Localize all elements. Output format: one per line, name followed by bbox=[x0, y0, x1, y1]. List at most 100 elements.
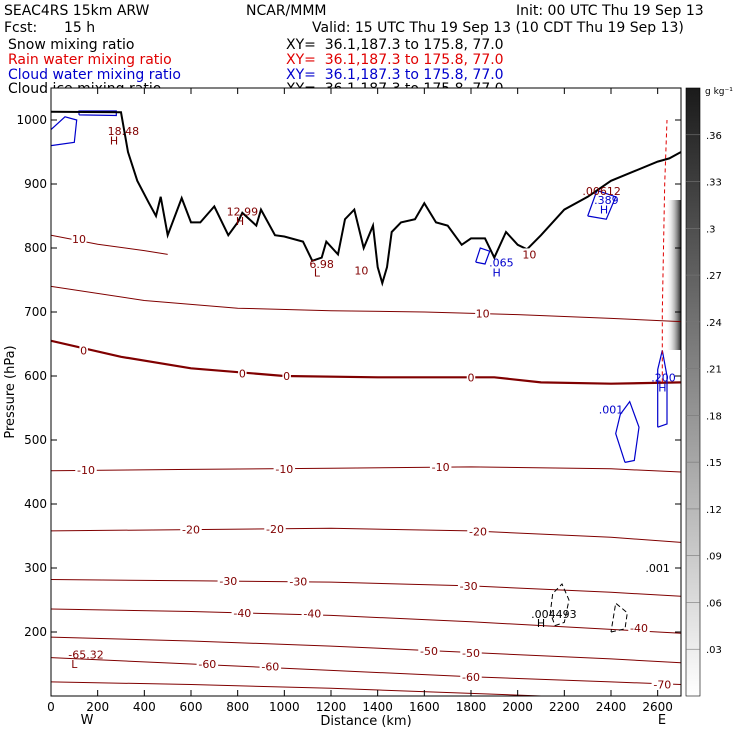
isotherm-label-14: -20 bbox=[469, 526, 487, 539]
x-tick-label-11: 2200 bbox=[549, 700, 580, 714]
x-end-label-east: E bbox=[658, 713, 666, 728]
isotherm-label-11: -30 bbox=[460, 580, 478, 593]
colorbar-tick-label-1: .06 bbox=[706, 598, 722, 609]
extremum-label-17: H bbox=[110, 134, 118, 147]
isotherm-label-2: -60 bbox=[198, 658, 216, 671]
isotherm-label-bg-18 bbox=[79, 344, 88, 357]
colorbar-tick-label-4: .15 bbox=[706, 458, 722, 469]
y-axis-title: Pressure (hPa) bbox=[3, 345, 18, 438]
isotherm-line-3 bbox=[51, 608, 681, 634]
extremum-label-11: .065 bbox=[489, 257, 514, 270]
extremum-label-2: H bbox=[537, 617, 545, 630]
colorbar-tick-label-9: .3 bbox=[706, 224, 716, 235]
isotherm-label-12: -20 bbox=[182, 524, 200, 537]
isotherm-line-8 bbox=[51, 285, 681, 323]
cloud-water-contour-1 bbox=[657, 350, 668, 428]
x-tick-label-2: 400 bbox=[133, 700, 156, 714]
x-axis-title: Distance (km) bbox=[320, 714, 411, 729]
x-tick-label-12: 2400 bbox=[596, 700, 627, 714]
isotherm-label-bg-11 bbox=[457, 579, 480, 592]
isotherm-label-24: 10 bbox=[354, 264, 368, 277]
isotherm-label-bg-3 bbox=[259, 660, 282, 673]
field-xy-snow: XY= 36.1,187.3 to 175.8, 77.0 bbox=[286, 37, 504, 53]
isotherm-line-1 bbox=[51, 657, 681, 685]
y-tick-label-2: 400 bbox=[24, 497, 47, 511]
y-tick-label-5: 700 bbox=[24, 305, 47, 319]
isotherm-label-1: -60 bbox=[462, 671, 480, 684]
cloud-ice-contour-0 bbox=[549, 583, 570, 627]
x-tick-label-1: 200 bbox=[86, 700, 109, 714]
isotherm-label-3: -60 bbox=[261, 661, 279, 674]
field-xy-rain: XY= 36.1,187.3 to 175.8, 77.0 bbox=[286, 52, 504, 68]
x-tick-label-13: 2600 bbox=[642, 700, 673, 714]
extremum-label-15: .389 bbox=[594, 194, 619, 207]
colorbar-tick-label-5: .18 bbox=[706, 411, 722, 422]
extremum-label-4: .001 bbox=[645, 562, 670, 575]
isotherm-label-20: 0 bbox=[283, 370, 290, 383]
isotherm-label-bg-17 bbox=[429, 460, 452, 473]
isotherm-label-bg-10 bbox=[287, 575, 310, 588]
isotherm-label-bg-25 bbox=[521, 248, 537, 261]
isotherm-label-bg-6 bbox=[628, 622, 650, 635]
x-end-label-west: W bbox=[81, 713, 94, 728]
colorbar-tick-label-2: .09 bbox=[706, 552, 722, 563]
isotherm-label-bg-1 bbox=[460, 670, 482, 683]
isotherm-label-18: 0 bbox=[80, 344, 87, 357]
extremum-label-8: L bbox=[314, 266, 321, 279]
cloud-water-contour-2 bbox=[475, 247, 491, 265]
isotherm-label-bg-19 bbox=[238, 367, 247, 380]
rain-contour bbox=[661, 119, 668, 383]
isotherm-label-7: -40 bbox=[233, 607, 251, 620]
field-xy-cloud-water: XY= 36.1,187.3 to 175.8, 77.0 bbox=[286, 67, 504, 83]
cloud-water-contour-3 bbox=[587, 189, 617, 220]
fcst-value: 15 h bbox=[64, 20, 96, 36]
isotherm-label-bg-7 bbox=[231, 606, 254, 619]
y-tick-label-6: 800 bbox=[24, 241, 47, 255]
isotherm-label-bg-20 bbox=[282, 370, 291, 382]
cloud-water-contour-0 bbox=[615, 400, 640, 463]
colorbar-tick-label-6: .21 bbox=[706, 365, 722, 376]
extremum-label-16: .00612 bbox=[582, 185, 621, 198]
colorbar bbox=[685, 87, 701, 697]
isotherm-label-5: -50 bbox=[462, 647, 480, 660]
isotherm-line-7 bbox=[51, 339, 681, 385]
extremum-label-18: 18.48 bbox=[108, 125, 140, 138]
isotherm-label-bg-9 bbox=[217, 574, 240, 587]
x-tick-label-0: 0 bbox=[47, 700, 55, 714]
colorbar-tick-label-11: .36 bbox=[706, 131, 722, 142]
isotherm-label-16: -10 bbox=[275, 463, 293, 476]
y-tick-label-0: 200 bbox=[24, 625, 47, 639]
isotherm-label-9: -30 bbox=[219, 575, 237, 588]
isotherm-label-8: -40 bbox=[303, 607, 321, 620]
x-tick-label-6: 1200 bbox=[316, 700, 347, 714]
cloud-water-contour-4 bbox=[51, 116, 78, 147]
isotherm-label-22: 10 bbox=[476, 307, 490, 320]
extremum-label-14: H bbox=[600, 204, 608, 217]
snow-shading bbox=[666, 200, 681, 350]
extremum-label-1: -65.32 bbox=[68, 648, 103, 661]
y-tick-label-7: 900 bbox=[24, 177, 47, 191]
field-name-snow: Snow mixing ratio bbox=[8, 37, 135, 53]
isotherm-label-bg-23 bbox=[71, 233, 87, 246]
cloud-ice-contour-1 bbox=[610, 602, 628, 633]
isotherm-label-bg-2 bbox=[196, 658, 219, 670]
terrain-line bbox=[51, 110, 681, 287]
plot-frame bbox=[50, 87, 682, 697]
field-name-rain: Rain water mixing ratio bbox=[8, 52, 172, 68]
colorbar-tick-label-3: .12 bbox=[706, 505, 722, 516]
isotherm-label-bg-12 bbox=[180, 523, 202, 536]
init-time: Init: 00 UTC Thu 19 Sep 13 bbox=[516, 3, 704, 19]
isotherm-label-bg-4 bbox=[418, 645, 440, 658]
x-tick-label-5: 1000 bbox=[269, 700, 300, 714]
extremum-label-0: L bbox=[71, 658, 78, 671]
isotherm-label-bg-16 bbox=[273, 462, 296, 475]
isotherm-label-21: 0 bbox=[468, 371, 475, 384]
y-tick-label-8: 1000 bbox=[16, 113, 47, 127]
isotherm-label-bg-22 bbox=[475, 307, 491, 320]
extremum-label-10: H bbox=[493, 266, 501, 279]
colorbar-tick-label-8: .27 bbox=[706, 271, 722, 282]
x-tick-label-4: 800 bbox=[226, 700, 249, 714]
isotherm-line-6 bbox=[51, 466, 681, 473]
isotherm-label-15: -10 bbox=[77, 464, 95, 477]
